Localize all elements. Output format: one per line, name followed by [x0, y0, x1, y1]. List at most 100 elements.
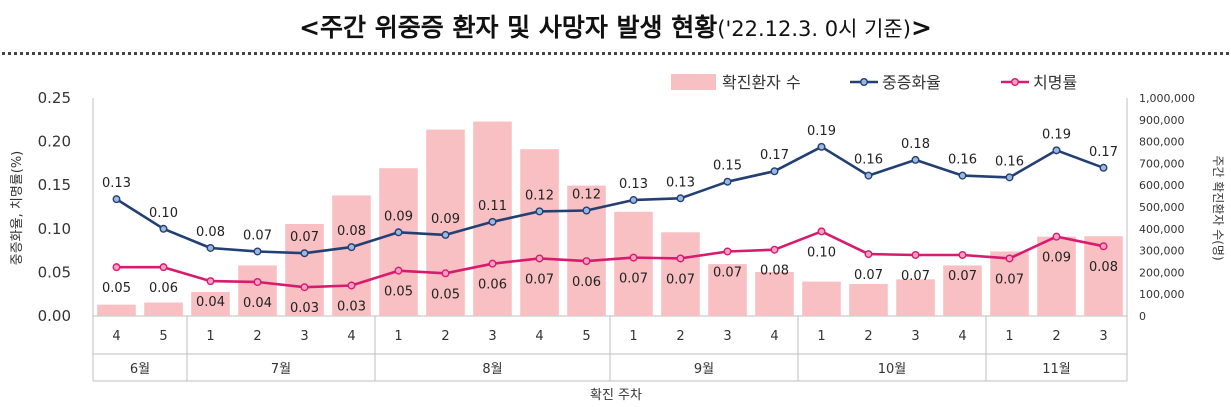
fatality-rate-label: 0.07 [666, 272, 695, 287]
x-week-label: 2 [864, 329, 872, 344]
x-week-label: 3 [488, 329, 496, 344]
fatality-rate-point [1052, 232, 1061, 241]
severe-rate-point [347, 243, 356, 252]
x-week-label: 2 [253, 329, 261, 344]
severe-rate-label: 0.17 [1089, 145, 1118, 160]
legend-bar-label: 확진환자 수 [722, 73, 801, 92]
y-axis-left-title: 중증화율, 치명률(%) [10, 151, 25, 265]
line-series [112, 142, 1108, 292]
severe-rate-label: 0.16 [948, 153, 977, 168]
severe-rate-label: 0.08 [337, 224, 366, 239]
fatality-rate-point [159, 263, 168, 272]
severe-rate-point [1052, 146, 1061, 155]
severe-rate-label: 0.07 [243, 228, 272, 243]
bar [849, 283, 888, 316]
x-week-label: 4 [347, 329, 355, 344]
severe-rate-point [159, 224, 168, 233]
bar-series [97, 121, 1123, 316]
severe-rate-label: 0.19 [1042, 127, 1071, 142]
fatality-rate-label: 0.10 [807, 245, 836, 260]
fatality-rate-label: 0.07 [854, 268, 883, 283]
severe-rate-label: 0.07 [290, 230, 319, 245]
severe-rate-label: 0.17 [760, 148, 789, 163]
fatality-rate-point [582, 257, 591, 266]
legend-bar-swatch [671, 74, 716, 90]
fatality-rate-point [911, 250, 920, 259]
y-right-tick-label: 0 [1139, 310, 1146, 323]
x-week-label: 3 [1099, 329, 1107, 344]
severe-rate-label: 0.10 [149, 206, 178, 221]
bar [755, 271, 794, 316]
x-week-label: 1 [817, 329, 825, 344]
bar [426, 129, 465, 316]
x-week-label: 5 [159, 329, 167, 344]
bar [1037, 236, 1076, 316]
x-week-label: 4 [958, 329, 966, 344]
fatality-rate-label: 0.07 [948, 269, 977, 284]
severe-rate-label: 0.13 [666, 175, 695, 190]
x-week-label: 4 [535, 329, 543, 344]
bar [191, 292, 230, 316]
severe-rate-label: 0.09 [431, 212, 460, 227]
bar [520, 149, 559, 316]
chart-title-end: > [910, 13, 932, 42]
severe-rate-label: 0.13 [619, 177, 648, 192]
bar [614, 211, 653, 316]
fatality-rate-point [253, 277, 262, 286]
severe-rate-label: 0.09 [384, 209, 413, 224]
fatality-rate-label: 0.05 [384, 285, 413, 300]
y-right-tick-label: 1,000,000 [1139, 92, 1195, 105]
severe-rate-point [864, 171, 873, 180]
x-week-label: 5 [582, 329, 590, 344]
severe-rate-point [629, 196, 638, 205]
fatality-rate-point [112, 263, 121, 272]
legend-severe-label: 중증화율 [882, 73, 941, 92]
x-week-label: 1 [1005, 329, 1013, 344]
y-left-tick-label: 0.05 [38, 263, 71, 281]
severe-rate-point [1005, 173, 1014, 182]
severe-rate-label: 0.16 [854, 153, 883, 168]
legend-fatality-label: 치명률 [1033, 73, 1077, 92]
fatality-rate-label: 0.04 [196, 295, 225, 310]
chart-title: <주간 위중증 환자 및 사망자 발생 현황('22.12.3. 0시 기준)> [0, 8, 1231, 44]
bar [943, 265, 982, 316]
x-axis: 4 5 1 2 3 4 1 2 3 4 5 1 2 3 4 1 2 3 4 1 2 3 6월 7월 8월 9월 10월 11월 [92, 316, 1128, 382]
severe-rate-point [253, 247, 262, 256]
y-left-tick-label: 0.10 [38, 220, 71, 238]
y-right-tick-label: 300,000 [1139, 245, 1185, 258]
x-week-label: 3 [911, 329, 919, 344]
severe-rate-point [817, 142, 826, 151]
severe-rate-label: 0.12 [572, 187, 601, 202]
fatality-rate-label: 0.06 [478, 278, 507, 293]
fatality-rate-point [488, 259, 497, 268]
x-week-label: 1 [394, 329, 402, 344]
severe-rate-label: 0.18 [901, 137, 930, 152]
legend: 확진환자 수 중증화율 치명률 [671, 73, 1077, 92]
severe-rate-point [1099, 163, 1108, 172]
fatality-rate-point [535, 254, 544, 263]
fatality-rate-label: 0.06 [149, 281, 178, 296]
severe-rate-label: 0.19 [807, 124, 836, 139]
title-divider [2, 52, 1229, 55]
fatality-rate-label: 0.07 [525, 272, 554, 287]
fatality-rate-point [206, 277, 215, 286]
fatality-rate-point [864, 250, 873, 259]
fatality-rate-point [817, 227, 826, 236]
fatality-rate-label: 0.07 [619, 272, 648, 287]
fatality-rate-label: 0.08 [1089, 260, 1118, 275]
severe-rate-point [958, 171, 967, 180]
y-left-tick-label: 0.15 [38, 176, 71, 194]
y-right-tick-label: 900,000 [1139, 114, 1185, 127]
fatality-rate-point [723, 247, 732, 256]
severe-rate-point [300, 249, 309, 258]
fatality-rate-point [770, 245, 779, 254]
fatality-rate-line [116, 230, 1104, 289]
fatality-rate-point [1005, 254, 1014, 263]
fatality-rate-point [629, 253, 638, 262]
severe-rate-line [115, 145, 1104, 255]
fatality-rate-point [347, 281, 356, 290]
bar [802, 281, 841, 316]
severe-rate-point [723, 177, 732, 186]
y-right-tick-label: 100,000 [1139, 288, 1185, 301]
